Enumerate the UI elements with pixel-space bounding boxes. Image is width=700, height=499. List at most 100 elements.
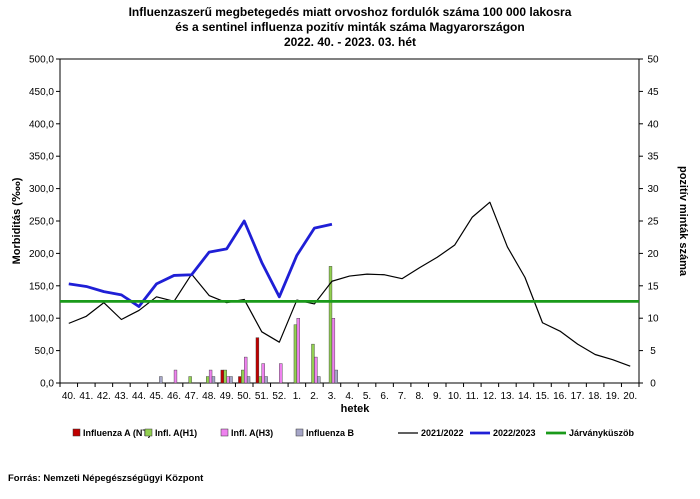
y-left-tick-label: 350,0 — [29, 152, 54, 163]
y-right-tick-label: 0 — [650, 379, 656, 390]
legend-label-2022-2023: 2022/2023 — [493, 428, 536, 438]
plot-area — [59, 58, 640, 384]
y-right-tick-label: 30 — [647, 184, 659, 195]
bar-influenza-b — [229, 376, 233, 384]
bar-infl-a-h1 — [258, 376, 262, 384]
bar-influenza-b — [334, 369, 338, 384]
legend-swatch-influenza-a-nt — [72, 428, 81, 437]
x-tick-label: 4. — [345, 391, 353, 402]
y-right-tick-label: 25 — [647, 217, 659, 228]
bar-layer — [159, 266, 338, 384]
line-layer — [60, 201, 639, 367]
bar-infl-a-h1 — [311, 343, 315, 384]
y-left-tick-label: 150,0 — [29, 281, 54, 292]
x-tick-label: 16. — [553, 391, 567, 402]
y-left-tick-label: 50,0 — [35, 346, 55, 357]
x-tick-label: 50. — [237, 391, 251, 402]
bar-infl-a-h3 — [173, 369, 178, 384]
x-tick-label: 44. — [132, 391, 146, 402]
x-tick-label: 20. — [623, 391, 637, 402]
y-left-tick-label: 450,0 — [29, 87, 54, 98]
bar-influenza-a-nt — [220, 369, 224, 384]
x-axis: 40. 41. 42. 43. 44. 45. 46. 47. 48. 49. 50. 51. 52. 1… — [59, 383, 640, 402]
y-right-tick-label: 40 — [647, 119, 659, 130]
line-2021-2022 — [68, 201, 631, 367]
bar-infl-a-h3 — [208, 369, 213, 384]
bar-infl-a-h3 — [261, 363, 265, 384]
y-left-tick-label: 100,0 — [29, 314, 54, 325]
x-tick-label: 2. — [310, 391, 318, 402]
x-tick-label: 43. — [114, 391, 128, 402]
bar-influenza-b — [246, 376, 251, 384]
x-tick-label: 15. — [536, 391, 550, 402]
x-tick-label: 6. — [380, 391, 388, 402]
bar-infl-a-h1 — [223, 369, 227, 384]
legend-label-infl-a-h1: Infl. A(H1) — [155, 428, 197, 438]
x-tick-label: 52. — [272, 391, 286, 402]
chart-title-line-2: és a sentinel influenza pozitív minták s… — [175, 20, 524, 34]
bar-influenza-b — [264, 376, 268, 384]
legend-swatch-infl-a-h3 — [220, 428, 229, 437]
y-right-tick-label: 50 — [647, 55, 659, 66]
x-tick-label: 3. — [328, 391, 336, 402]
legend-swatch-infl-a-h1 — [144, 428, 153, 437]
y-left-tick-label: 400,0 — [29, 119, 54, 130]
source-note: Forrás: Nemzeti Népegészségügyi Központ — [8, 473, 204, 484]
chart-title-line-3: 2022. 40. - 2023. 03. hét — [284, 35, 416, 49]
chart-title-line-1: Influenzaszerű megbetegedés miatt orvosh… — [129, 5, 572, 19]
x-tick-label: 1. — [293, 391, 301, 402]
x-tick-label: 10. — [448, 391, 462, 402]
bar-infl-a-h1 — [188, 376, 192, 384]
bar-infl-a-h3 — [296, 318, 300, 384]
y-right-tick-label: 45 — [647, 87, 659, 98]
y-right-tick-label: 15 — [647, 281, 659, 292]
x-tick-label: 42. — [97, 391, 111, 402]
x-tick-label: 40. — [62, 391, 76, 402]
legend-swatch-influenza-b — [295, 428, 304, 437]
legend-label-influenza-a-nt: Influenza A (NT) — [83, 428, 151, 438]
x-tick-label: 46. — [167, 391, 181, 402]
bar-infl-a-h3 — [314, 356, 318, 384]
y-right-tick-label: 20 — [647, 249, 659, 260]
y-axis-left-label: Morbiditás (‱) — [11, 177, 23, 264]
x-tick-label: 9. — [433, 391, 441, 402]
x-tick-label: 17. — [571, 391, 585, 402]
bar-infl-a-h3 — [279, 363, 283, 384]
y-right-tick-label: 10 — [647, 314, 659, 325]
x-tick-label: 49. — [220, 391, 234, 402]
legend-label-2021-2022: 2021/2022 — [421, 428, 464, 438]
x-tick-label: 7. — [398, 391, 406, 402]
x-tick-label: 13. — [500, 391, 514, 402]
y-right-tick-label: 5 — [650, 346, 656, 357]
bar-infl-a-h1 — [293, 324, 298, 384]
bar-influenza-a-nt — [255, 337, 260, 384]
legend-label-j-rv-nyk-sz-b: Járványküszöb — [569, 428, 635, 438]
bar-influenza-b — [159, 376, 163, 384]
bar-infl-a-h1 — [206, 376, 210, 384]
x-tick-label: 12. — [483, 391, 497, 402]
legend-label-influenza-b: Influenza B — [306, 428, 355, 438]
x-tick-label: 47. — [185, 391, 199, 402]
bar-infl-a-h3 — [331, 318, 336, 384]
x-tick-label: 5. — [363, 391, 371, 402]
chart-title: Influenzaszerű megbetegedés miatt orvosh… — [129, 5, 572, 49]
y-axis-right-label: pozitív minták száma — [677, 166, 689, 277]
x-tick-label: 51. — [255, 391, 269, 402]
y-left-tick-label: 300,0 — [29, 184, 54, 195]
x-tick-label: 48. — [202, 391, 216, 402]
y-right-tick-label: 35 — [647, 152, 659, 163]
bar-influenza-b — [211, 376, 216, 384]
bar-infl-a-h1 — [241, 369, 245, 384]
y-axis-left: 0,0 50,0 100,0 150,0 200,0 250,0 300,0 350,0 400… — [29, 55, 60, 390]
bar-infl-a-h3 — [226, 376, 230, 384]
y-left-tick-label: 200,0 — [29, 249, 54, 260]
x-tick-label: 19. — [606, 391, 620, 402]
bar-influenza-b — [317, 376, 321, 384]
y-left-tick-label: 0,0 — [40, 379, 54, 390]
x-tick-label: 14. — [518, 391, 532, 402]
bar-infl-a-h3 — [244, 356, 248, 384]
x-tick-label: 11. — [466, 391, 479, 402]
bar-influenza-a-nt — [238, 376, 242, 384]
x-tick-label: 8. — [416, 391, 424, 402]
